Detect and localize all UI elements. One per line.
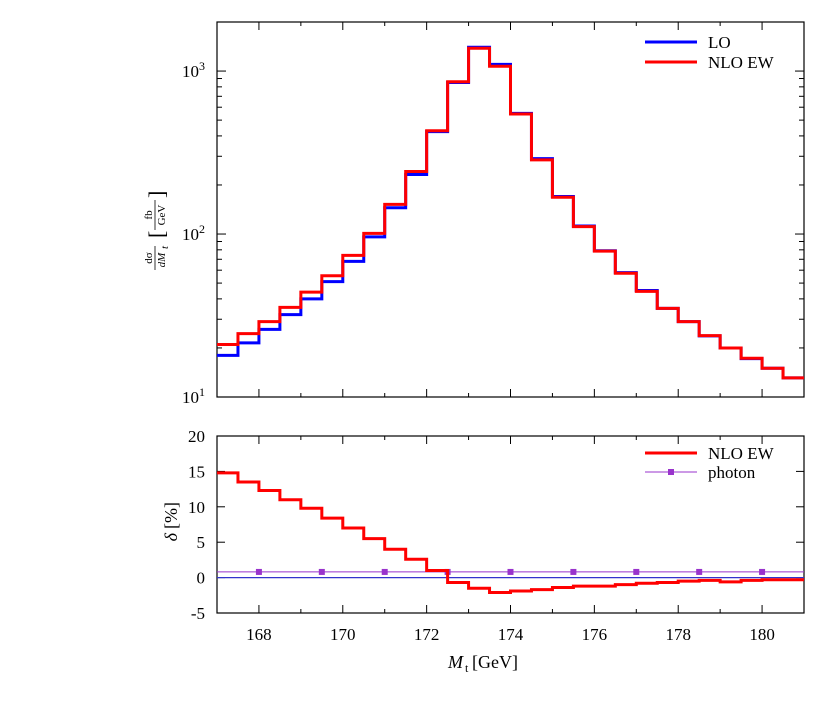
xlabel-unit: [GeV] bbox=[472, 652, 518, 672]
bottom-y-axis-label: δ [%] bbox=[161, 502, 181, 541]
top-panel: 101 102 103 dσ dM t [ fb GeV ] LO NLO EW bbox=[143, 21, 805, 407]
ylabel-delta: δ bbox=[161, 532, 181, 541]
top-ytick-labels: 101 102 103 bbox=[182, 59, 205, 407]
xtick-label: 178 bbox=[665, 625, 691, 644]
bottom-xtick-labels: 168 170 172 174 176 178 180 bbox=[246, 625, 775, 644]
top-ytick-label: 102 bbox=[182, 222, 205, 244]
xtick-label: 172 bbox=[414, 625, 440, 644]
photon-marker bbox=[318, 568, 325, 575]
bottom-panel: 168 170 172 174 176 178 180 -5 0 5 10 15 20 δ [%] M… bbox=[161, 427, 805, 675]
legend-photon-marker bbox=[668, 469, 674, 475]
ylabel-frac-den: dM bbox=[156, 252, 168, 268]
bottom-ticks bbox=[216, 435, 805, 614]
photon-marker bbox=[696, 568, 703, 575]
xlabel-var: M bbox=[447, 652, 464, 672]
ytick-label: 0 bbox=[197, 569, 206, 588]
legend-lo-label: LO bbox=[708, 33, 731, 52]
ytick-label: 20 bbox=[188, 427, 205, 446]
top-y-axis-label: dσ dM t [ fb GeV ] bbox=[143, 191, 171, 270]
ytick-label: 15 bbox=[188, 462, 205, 481]
series-nlo-ew-line bbox=[217, 46, 804, 380]
xtick-label: 170 bbox=[330, 625, 356, 644]
ytick-label: 5 bbox=[197, 533, 206, 552]
top-ticks bbox=[216, 21, 805, 398]
top-legend: LO NLO EW bbox=[645, 33, 775, 72]
xtick-label: 180 bbox=[749, 625, 775, 644]
xtick-label: 168 bbox=[246, 625, 272, 644]
ytick-label: -5 bbox=[191, 604, 205, 623]
photon-marker bbox=[255, 568, 262, 575]
top-ytick-label: 103 bbox=[182, 59, 205, 81]
photon-marker bbox=[381, 568, 388, 575]
bottom-x-axis-label: M t [GeV] bbox=[447, 652, 518, 675]
series-nlo-ew-delta-line bbox=[217, 471, 804, 594]
photon-marker bbox=[759, 568, 766, 575]
photon-marker bbox=[633, 568, 640, 575]
top-series bbox=[217, 45, 804, 380]
top-ytick-label: 101 bbox=[182, 385, 205, 407]
legend-nlo-label: NLO EW bbox=[708, 53, 775, 72]
ytick-label: 10 bbox=[188, 498, 205, 517]
ylabel-bracket-right: ] bbox=[144, 191, 169, 198]
photon-marker bbox=[570, 568, 577, 575]
legend-photon-label: photon bbox=[708, 463, 756, 482]
photon-marker bbox=[507, 568, 514, 575]
bottom-legend: NLO EW photon bbox=[645, 444, 775, 482]
xtick-label: 176 bbox=[582, 625, 608, 644]
xlabel-sub: t bbox=[465, 661, 469, 675]
bottom-ytick-labels: -5 0 5 10 15 20 bbox=[188, 427, 205, 623]
ylabel-frac-num: dσ bbox=[143, 252, 155, 264]
bottom-series bbox=[217, 471, 804, 594]
xtick-label: 174 bbox=[498, 625, 524, 644]
ylabel-frac-den-sub: t bbox=[159, 245, 171, 249]
ylabel-percent: [%] bbox=[161, 502, 181, 529]
ylabel-bracket-num: fb bbox=[143, 210, 155, 220]
ylabel-bracket-left: [ bbox=[144, 231, 169, 238]
legend-nlo-ew-label: NLO EW bbox=[708, 444, 775, 463]
ylabel-bracket-den: GeV bbox=[156, 205, 168, 226]
